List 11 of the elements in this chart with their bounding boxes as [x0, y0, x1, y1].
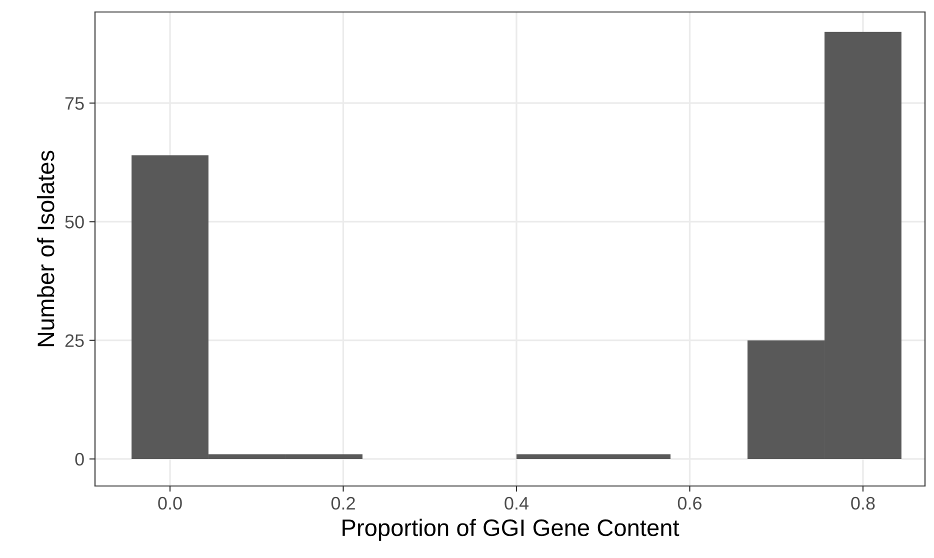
x-axis-title: Proportion of GGI Gene Content — [342, 518, 680, 541]
y-tick-label: 75 — [65, 97, 84, 110]
x-tick-label: 0.6 — [678, 496, 702, 510]
x-tick-label: 0.2 — [331, 496, 355, 510]
x-tick-label: 0.0 — [158, 496, 182, 510]
y-tick-label: 0 — [75, 452, 84, 466]
x-tick-label: 0.8 — [851, 496, 875, 510]
y-axis-title: Number of Isolates — [36, 150, 54, 346]
y-tick-label: 25 — [65, 334, 84, 348]
x-tick-label: 0.4 — [504, 496, 529, 510]
y-tick-label: 50 — [65, 216, 84, 228]
